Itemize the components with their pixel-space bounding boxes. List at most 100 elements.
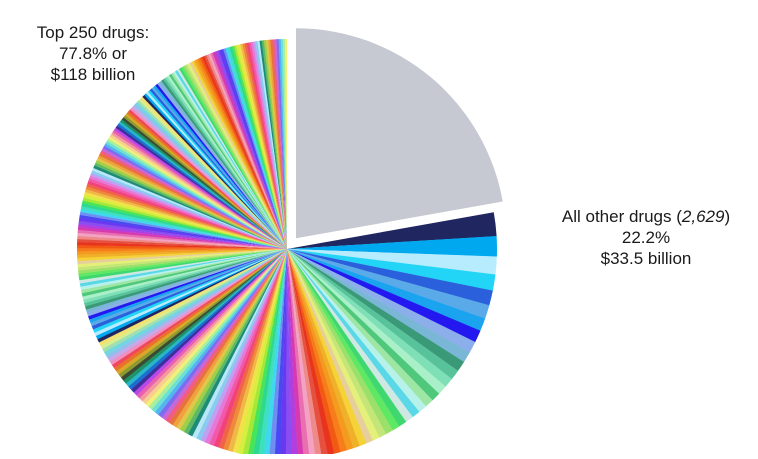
top-drug-slice (204, 249, 287, 445)
top-drug-slice (77, 249, 287, 271)
top-drug-slice (95, 160, 288, 249)
top-drug-slice (79, 249, 287, 284)
top-drug-slice (206, 54, 287, 249)
top-drug-slice (120, 119, 287, 249)
top-drug-slice (163, 77, 287, 249)
top-drug-slice (287, 249, 316, 458)
top-drug-slice (168, 249, 287, 426)
top-drug-slice (89, 175, 287, 249)
top-drug-slice (87, 249, 288, 320)
top-drug-slice (172, 249, 287, 428)
top-drug-slice (287, 249, 459, 380)
top-drug-slice (287, 249, 347, 453)
top-drug-slice (287, 249, 373, 444)
top-drug-slice (287, 249, 400, 431)
top-drug-slice (214, 51, 287, 249)
top-drug-slice (179, 67, 287, 249)
top-drug-slice (111, 131, 287, 249)
top-drug-slice (86, 249, 287, 317)
top-drug-slice (285, 249, 292, 459)
top-drug-slice (287, 212, 497, 249)
top-drug-slice (287, 249, 413, 423)
all-other-drugs-slice (295, 28, 503, 239)
top-drug-slice (155, 83, 287, 250)
top-drug-slice (218, 49, 287, 249)
top-250-slices (76, 38, 498, 459)
top-drug-slice (98, 249, 287, 346)
top-drug-slice (109, 134, 288, 249)
all-other-drugs-name-prefix: All other drugs ( (561, 207, 682, 226)
top-drug-slice (287, 249, 476, 353)
top-drug-slice (161, 249, 287, 421)
top-drug-slice (125, 249, 287, 387)
top-250-label: Top 250 drugs: 77.8% or $118 billion (0, 22, 186, 85)
top-drug-slice (287, 249, 452, 387)
top-drug-slice (111, 249, 287, 369)
top-drug-slice (109, 249, 287, 366)
top-drug-slice (287, 249, 486, 332)
top-drug-slice (117, 123, 287, 249)
all-other-drugs-count: 2,629 (681, 207, 725, 226)
top-drug-slice (287, 249, 493, 306)
top-drug-slice (287, 249, 367, 447)
top-drug-slice (287, 249, 496, 291)
top-drug-slice (78, 249, 287, 274)
top-drug-slice (220, 48, 287, 249)
top-drug-slice (95, 249, 287, 340)
top-drug-slice (216, 50, 287, 249)
top-drug-slice (183, 249, 287, 435)
top-drug-slice (108, 136, 288, 249)
all-other-drugs-percent: 22.2% (621, 228, 671, 247)
top-drug-slice (284, 38, 288, 249)
top-drug-slice (123, 115, 287, 249)
top-drug-slice (97, 249, 288, 343)
top-drug-slice (107, 249, 287, 362)
top-drug-slice (246, 42, 287, 250)
top-drug-slice (113, 249, 288, 372)
top-250-amount: $118 billion (50, 65, 136, 84)
top-drug-slice (149, 88, 287, 249)
top-drug-slice (227, 46, 287, 250)
top-drug-slice (153, 85, 287, 249)
top-drug-slice (144, 93, 287, 249)
top-drug-slice (112, 129, 287, 249)
top-drug-slice (133, 249, 287, 396)
top-drug-slice (130, 249, 287, 393)
top-drug-slice (104, 143, 287, 249)
top-drug-slice (287, 249, 298, 459)
top-drug-slice (77, 249, 287, 258)
top-drug-slice (227, 249, 287, 452)
top-drug-slice (85, 249, 287, 314)
top-drug-slice (90, 172, 288, 249)
top-drug-slice (287, 249, 304, 459)
top-drug-slice (136, 249, 287, 399)
top-drug-slice (91, 170, 288, 249)
top-drug-slice (147, 89, 287, 249)
top-drug-slice (157, 82, 287, 249)
top-drug-slice (118, 249, 288, 378)
top-drug-slice (195, 58, 287, 249)
top-drug-slice (231, 45, 287, 249)
top-drug-slice (86, 183, 287, 249)
top-drug-slice (187, 62, 287, 250)
top-drug-slice (115, 125, 287, 249)
top-drug-slice (154, 249, 287, 415)
top-drug-slice (102, 249, 288, 353)
top-drug-slice (105, 140, 287, 249)
top-drug-slice (287, 249, 322, 458)
top-drug-slice (218, 249, 287, 450)
top-drug-slice (78, 249, 287, 281)
top-drug-slice (84, 249, 288, 310)
top-drug-slice (189, 61, 287, 249)
top-drug-slice (270, 39, 287, 249)
top-drug-slice (287, 249, 433, 407)
top-drug-slice (93, 165, 287, 249)
top-drug-slice (81, 249, 287, 294)
top-drug-slice (123, 249, 287, 384)
top-drug-slice (287, 249, 481, 343)
top-drug-slice (80, 249, 287, 291)
top-drug-slice (280, 39, 287, 249)
top-250-title: Top 250 drugs: (36, 23, 150, 42)
top-drug-slice (238, 44, 287, 250)
